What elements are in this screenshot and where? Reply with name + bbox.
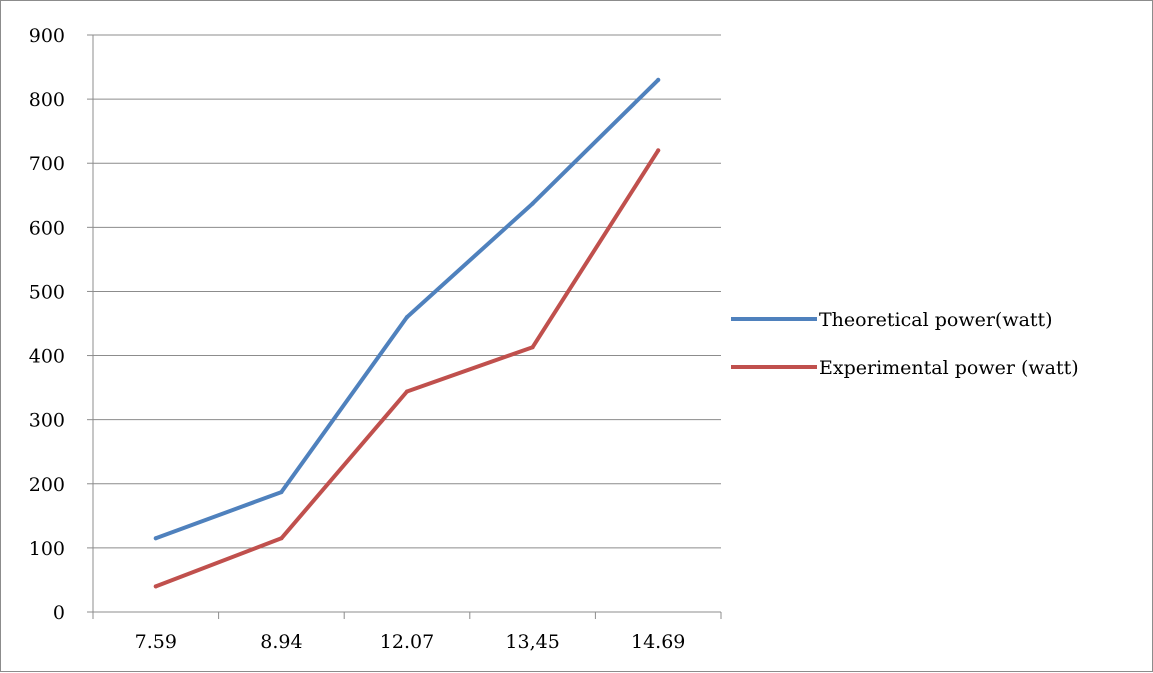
data-point <box>153 584 158 589</box>
legend: Theoretical power(watt) Experimental powe… <box>731 309 1079 379</box>
y-tick-label: 100 <box>29 538 65 560</box>
y-tick-label: 500 <box>29 281 65 303</box>
data-point <box>279 536 284 541</box>
series-line-experimental <box>153 148 661 589</box>
data-point <box>530 201 535 206</box>
axes: 0 100 200 300 400 500 600 700 800 900 7.59 8.94 12.0… <box>29 25 722 653</box>
x-tick-label: 12.07 <box>380 631 434 653</box>
y-tick-label: 600 <box>29 217 65 239</box>
x-tick-label: 7.59 <box>135 631 177 653</box>
y-tick-label: 0 <box>53 602 65 624</box>
series-lines <box>153 77 661 589</box>
x-tick-label: 13,45 <box>505 631 559 653</box>
y-tick-label: 700 <box>29 153 65 175</box>
y-tick-label: 800 <box>29 89 65 111</box>
legend-label: Experimental power (watt) <box>819 357 1079 379</box>
x-tick-label: 8.94 <box>260 631 302 653</box>
x-tick-label: 14.69 <box>631 631 685 653</box>
data-point <box>405 315 409 320</box>
gridlines <box>93 34 721 549</box>
data-point <box>153 536 158 541</box>
series-line-theoretical <box>153 77 661 541</box>
legend-label: Theoretical power(watt) <box>819 309 1053 331</box>
data-point <box>279 490 284 495</box>
data-point <box>656 77 661 82</box>
y-tick-label: 200 <box>29 474 65 496</box>
y-tick-label: 300 <box>29 410 65 432</box>
y-tick-label: 900 <box>29 25 65 47</box>
data-point <box>656 148 661 153</box>
data-point <box>405 389 409 394</box>
y-tick-label: 400 <box>29 346 65 368</box>
data-point <box>530 345 535 350</box>
